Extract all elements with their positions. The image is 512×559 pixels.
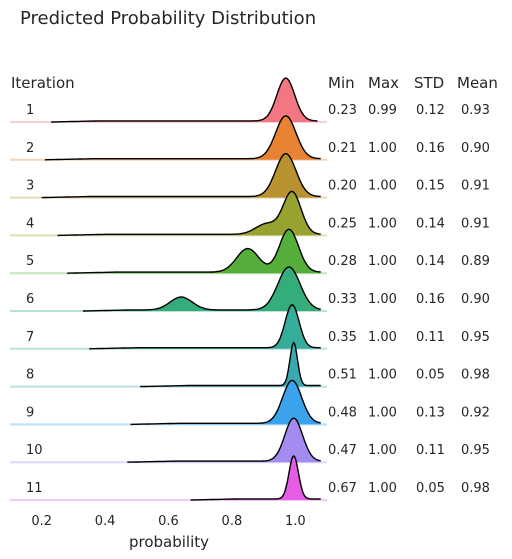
ridge-outline xyxy=(89,304,321,350)
stat-value: 1.00 xyxy=(368,216,397,231)
ridge-fill xyxy=(67,229,321,274)
stat-value: 0.16 xyxy=(416,141,445,156)
stat-value: 0.14 xyxy=(416,216,445,231)
stat-value: 0.16 xyxy=(416,292,445,307)
stat-header-std: STD xyxy=(414,74,444,92)
ridge-fill xyxy=(44,115,321,160)
stat-value: 0.67 xyxy=(328,481,357,496)
row-label: 7 xyxy=(26,330,34,345)
stat-value: 0.21 xyxy=(328,141,357,156)
row-label: 1 xyxy=(26,103,34,118)
ridge-outline xyxy=(127,417,321,463)
stat-value: 0.48 xyxy=(328,405,357,420)
row-label: 3 xyxy=(26,179,34,194)
ridge-outline xyxy=(140,341,321,388)
stat-value: 0.05 xyxy=(416,368,445,383)
stat-value: 0.35 xyxy=(328,330,357,345)
stat-value: 0.99 xyxy=(368,103,397,118)
x-tick-label: 0.8 xyxy=(222,514,243,529)
stat-value: 1.00 xyxy=(368,405,397,420)
x-tick-label: 0.2 xyxy=(31,514,52,529)
ridge-outline xyxy=(57,190,321,237)
stat-value: 0.91 xyxy=(461,216,490,231)
row-label: 11 xyxy=(26,481,43,496)
ridge-outline xyxy=(67,228,321,274)
stat-value: 0.90 xyxy=(461,141,490,156)
stat-value: 0.13 xyxy=(416,405,445,420)
stat-value: 1.00 xyxy=(368,292,397,307)
stat-value: 0.90 xyxy=(461,292,490,307)
ridge-fill xyxy=(82,267,321,311)
stat-value: 0.25 xyxy=(328,216,357,231)
stat-value: 0.14 xyxy=(416,254,445,269)
stat-value: 0.95 xyxy=(461,443,490,458)
row-label: 5 xyxy=(26,254,34,269)
ridge-outline xyxy=(82,266,321,312)
x-tick-label: 1.0 xyxy=(285,514,306,529)
stat-value: 1.00 xyxy=(368,179,397,194)
ridge-fill xyxy=(190,456,321,500)
stat-value: 0.98 xyxy=(461,368,490,383)
stat-value: 0.11 xyxy=(416,330,445,345)
row-label: 6 xyxy=(26,292,34,307)
stat-value: 1.00 xyxy=(368,141,397,156)
stat-value: 0.05 xyxy=(416,481,445,496)
stat-header-min: Min xyxy=(328,74,355,92)
ridge-fill xyxy=(89,304,321,349)
stat-value: 0.11 xyxy=(416,443,445,458)
row-label: 4 xyxy=(26,216,34,231)
ridge-outline xyxy=(41,152,321,199)
stat-value: 1.00 xyxy=(368,368,397,383)
ridge-outline xyxy=(130,379,321,426)
stat-value: 1.00 xyxy=(368,481,397,496)
stat-value: 0.23 xyxy=(328,103,357,118)
row-label: 8 xyxy=(26,368,34,383)
stat-header-max: Max xyxy=(368,74,399,92)
stat-value: 0.93 xyxy=(461,103,490,118)
stat-value: 1.00 xyxy=(368,330,397,345)
row-header: Iteration xyxy=(11,74,75,92)
row-label: 2 xyxy=(26,141,34,156)
ridge-outline xyxy=(190,455,321,501)
stat-value: 1.00 xyxy=(368,443,397,458)
ridges-group: 1 0.23 0.99 0.12 0.93 2 0.21 1.00 0.16 0.90 3 0.20 1… xyxy=(10,77,490,501)
stat-value: 0.95 xyxy=(461,330,490,345)
ridge-fill xyxy=(127,418,321,463)
stat-value: 0.92 xyxy=(461,405,490,420)
row-label: 9 xyxy=(26,405,34,420)
chart-title: Predicted Probability Distribution xyxy=(20,8,316,29)
stat-value: 0.51 xyxy=(328,368,357,383)
ridge-fill xyxy=(57,191,321,236)
stat-value: 0.91 xyxy=(461,179,490,194)
ridge-fill xyxy=(130,380,321,425)
stat-value: 0.89 xyxy=(461,254,490,269)
x-axis-label: probability xyxy=(129,533,209,551)
stat-header-mean: Mean xyxy=(457,74,498,92)
x-tick-label: 0.4 xyxy=(95,514,116,529)
stat-value: 1.00 xyxy=(368,254,397,269)
stat-value: 0.33 xyxy=(328,292,357,307)
ridge-outline xyxy=(51,77,318,123)
x-axis: 0.2 0.4 0.6 0.8 1.0 xyxy=(31,514,305,529)
stat-value: 0.28 xyxy=(328,254,357,269)
ridge-outline xyxy=(44,115,321,161)
ridge-fill xyxy=(51,78,318,122)
stat-value: 0.47 xyxy=(328,443,357,458)
x-tick-label: 0.6 xyxy=(158,514,179,529)
row-label: 10 xyxy=(26,443,43,458)
stat-value: 0.20 xyxy=(328,179,357,194)
stat-value: 0.15 xyxy=(416,179,445,194)
stat-value: 0.12 xyxy=(416,103,445,118)
stat-value: 0.98 xyxy=(461,481,490,496)
